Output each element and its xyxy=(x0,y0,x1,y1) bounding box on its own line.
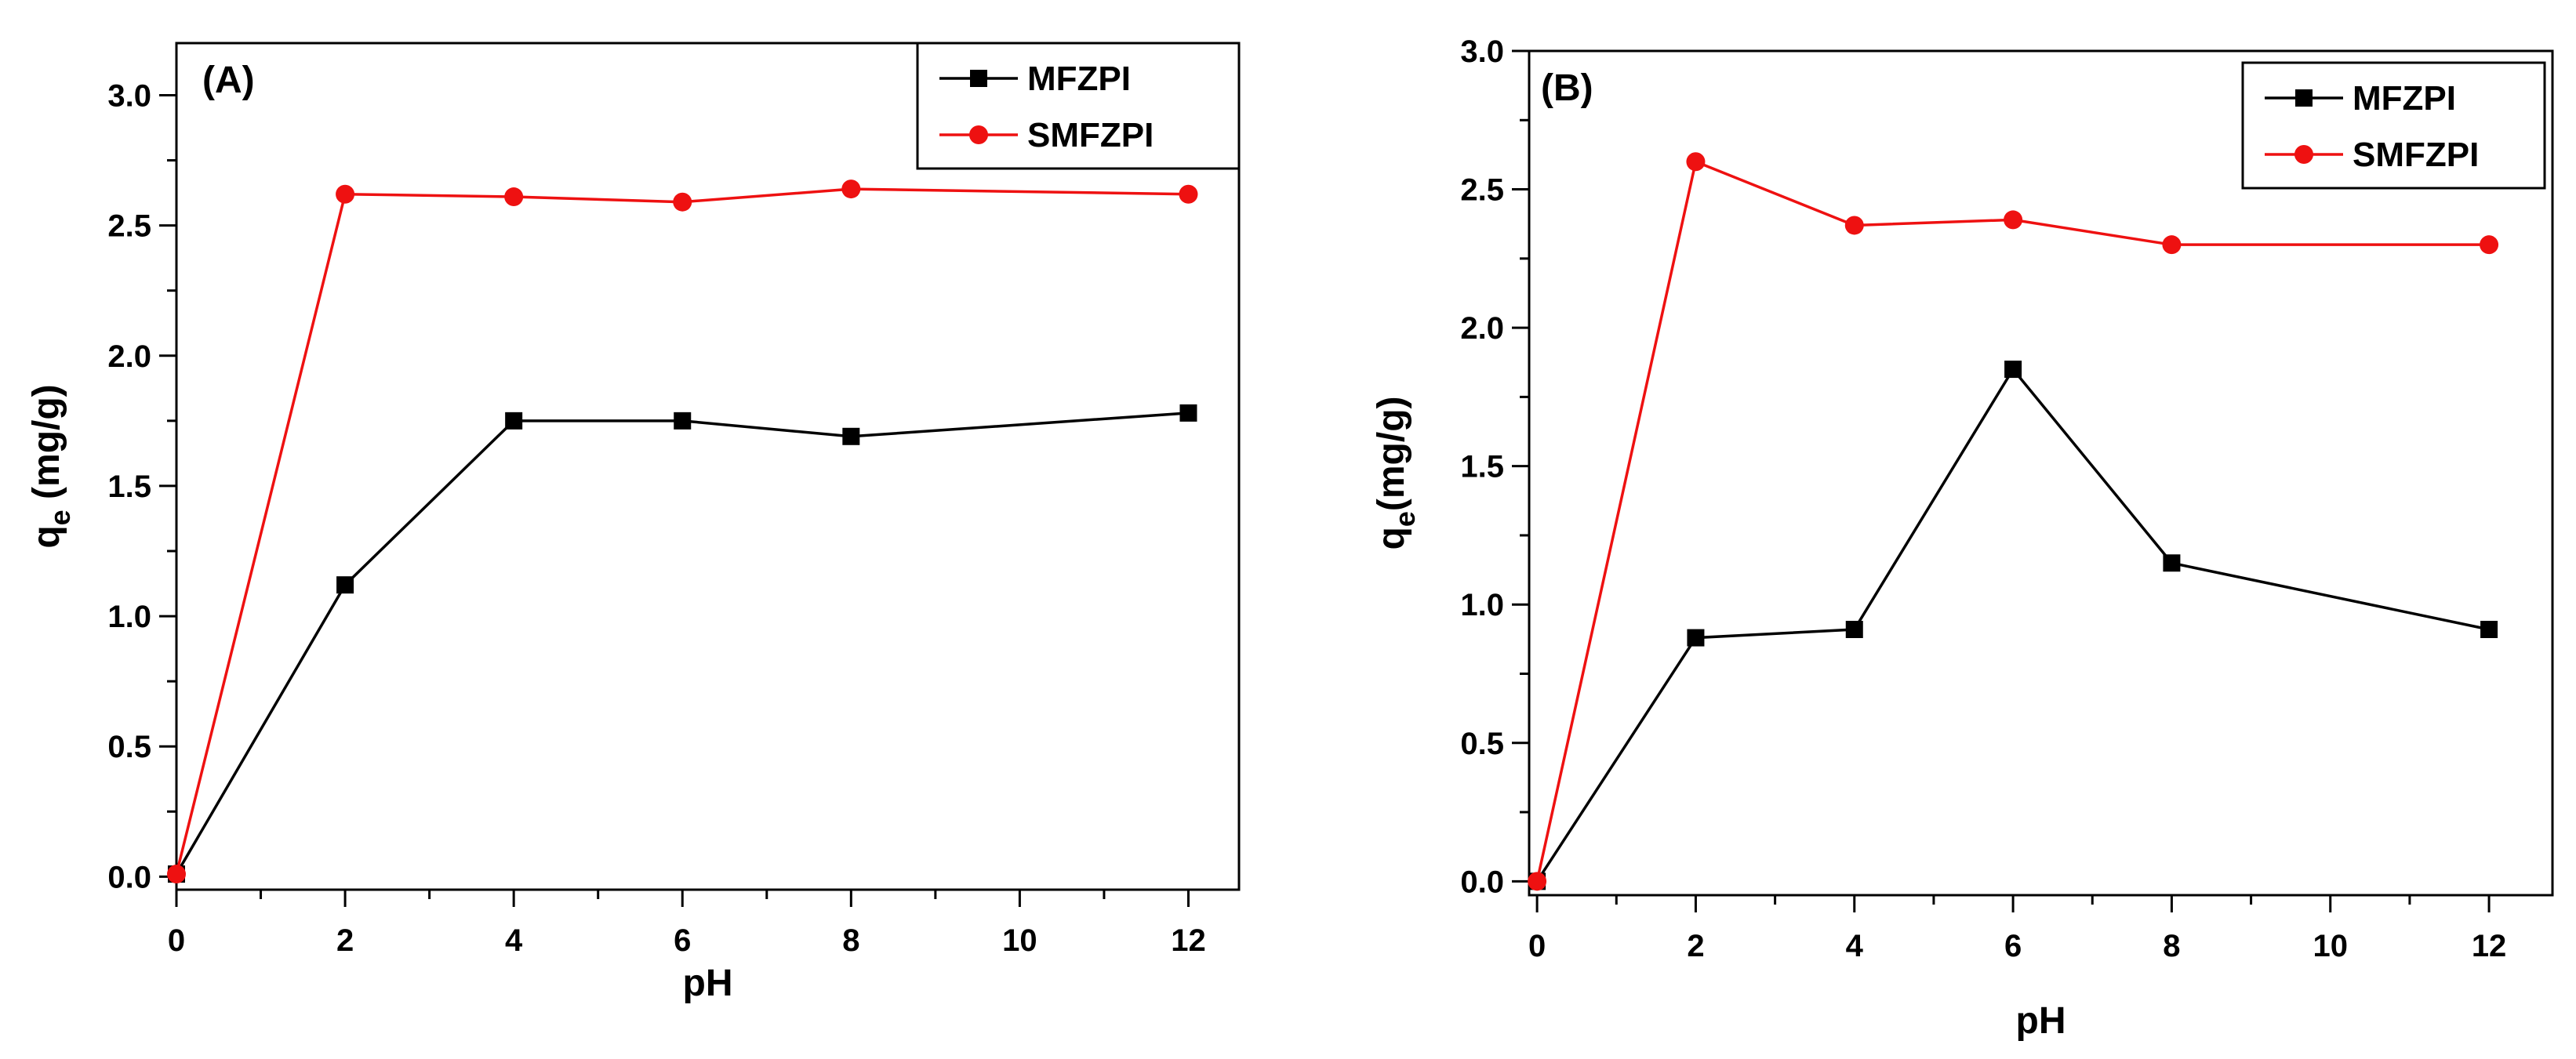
y-axis-unit: (mg/g) xyxy=(1371,397,1412,512)
data-point-mfzpi xyxy=(1179,404,1197,422)
data-point-mfzpi xyxy=(505,412,523,430)
data-point-smfzpi xyxy=(1179,184,1198,204)
y-axis-subscript: e xyxy=(44,510,76,525)
y-tick-label: 2.5 xyxy=(107,209,151,244)
series-line-smfzpi xyxy=(1535,159,2490,882)
y-tick-label: 1.0 xyxy=(107,600,151,634)
data-point-mfzpi xyxy=(674,412,692,430)
legend-label-smfzpi: SMFZPI xyxy=(2353,136,2479,174)
y-tick-label: 0.5 xyxy=(1460,727,1504,761)
data-point-smfzpi xyxy=(336,184,355,204)
x-tick-label: 10 xyxy=(2313,929,2348,963)
y-axis-title: qe(mg/g) xyxy=(1371,397,1421,550)
series-line-mfzpi xyxy=(175,412,1189,875)
legend-box xyxy=(2241,61,2546,190)
x-tick-label: 4 xyxy=(1846,929,1864,963)
legend-marker-smfzpi xyxy=(969,125,988,144)
data-point-smfzpi xyxy=(673,192,692,212)
data-point-mfzpi xyxy=(842,427,860,445)
x-tick-label: 8 xyxy=(2163,929,2180,963)
data-point-smfzpi xyxy=(1686,152,1706,172)
legend-marker-smfzpi xyxy=(2294,145,2313,164)
data-point-mfzpi xyxy=(336,576,354,594)
x-tick-label: 6 xyxy=(674,923,691,958)
legend-marker-mfzpi xyxy=(2295,89,2313,107)
x-tick-label: 10 xyxy=(1002,923,1037,958)
data-point-smfzpi xyxy=(167,865,186,884)
y-tick-label: 3.0 xyxy=(107,78,151,113)
y-tick-label: 3.0 xyxy=(1460,34,1504,69)
data-point-mfzpi xyxy=(2163,554,2181,572)
x-tick-label: 4 xyxy=(505,923,523,958)
y-tick-label: 1.0 xyxy=(1460,588,1504,622)
data-point-smfzpi xyxy=(841,180,861,199)
legend-label-smfzpi: SMFZPI xyxy=(1027,116,1154,154)
x-tick-label: 2 xyxy=(336,923,354,958)
y-tick-label: 0.0 xyxy=(107,860,151,894)
y-tick-label: 2.5 xyxy=(1460,173,1504,208)
plot-frame xyxy=(175,42,1241,891)
data-point-smfzpi xyxy=(2162,235,2182,255)
y-axis-symbol: q xyxy=(1371,527,1412,549)
data-point-smfzpi xyxy=(1528,872,1547,891)
data-point-smfzpi xyxy=(504,187,524,207)
x-tick-label: 12 xyxy=(1171,923,1206,958)
plot-frame xyxy=(1528,49,2554,897)
data-point-mfzpi xyxy=(2480,621,2498,639)
data-point-smfzpi xyxy=(2480,235,2499,255)
y-axis-title: qe (mg/g) xyxy=(26,384,76,548)
legend-label-mfzpi: MFZPI xyxy=(1027,60,1131,98)
legend-label-mfzpi: MFZPI xyxy=(2353,79,2456,118)
data-point-mfzpi xyxy=(1845,621,1863,639)
x-tick-label: 2 xyxy=(1687,929,1704,963)
x-tick-label: 6 xyxy=(2004,929,2022,963)
panel-label: (A) xyxy=(202,60,255,101)
chart-panel-b: 0 2 4 6 8 10 12 0.0 0.5 1.0 1.5 2.0 2.5 3.0 pH qe(mg/g)… xyxy=(1371,34,2554,1042)
legend-marker-mfzpi xyxy=(970,70,987,87)
y-tick-label: 0.5 xyxy=(107,730,151,764)
data-point-smfzpi xyxy=(1844,216,1864,235)
chart-panel-a: 0 2 4 6 8 10 12 0.0 0.5 1.0 1.5 2.0 2.5 3.0 pH qe (mg/g… xyxy=(26,42,1241,1004)
y-tick-label: 1.5 xyxy=(1460,450,1504,484)
data-point-mfzpi xyxy=(1687,629,1705,647)
panel-label: (B) xyxy=(1541,67,1593,109)
x-axis-title: pH xyxy=(2016,1000,2066,1042)
y-tick-label: 2.0 xyxy=(107,339,151,374)
y-tick-label: 2.0 xyxy=(1460,311,1504,346)
y-axis-symbol: q xyxy=(26,525,67,548)
x-tick-label: 8 xyxy=(842,923,859,958)
x-tick-label: 12 xyxy=(2472,929,2507,963)
data-point-mfzpi xyxy=(2004,361,2022,379)
y-axis-unit: (mg/g) xyxy=(26,384,67,510)
y-tick-label: 1.5 xyxy=(107,470,151,504)
series-line-mfzpi xyxy=(1535,367,2490,883)
y-axis-subscript: e xyxy=(1389,511,1421,527)
x-axis-title: pH xyxy=(683,963,733,1004)
x-tick-label: 0 xyxy=(1528,929,1546,963)
x-tick-label: 0 xyxy=(168,923,185,958)
series-line-smfzpi xyxy=(175,187,1189,875)
legend-box xyxy=(916,42,1241,170)
data-point-smfzpi xyxy=(2004,210,2023,230)
y-tick-label: 0.0 xyxy=(1460,865,1504,899)
